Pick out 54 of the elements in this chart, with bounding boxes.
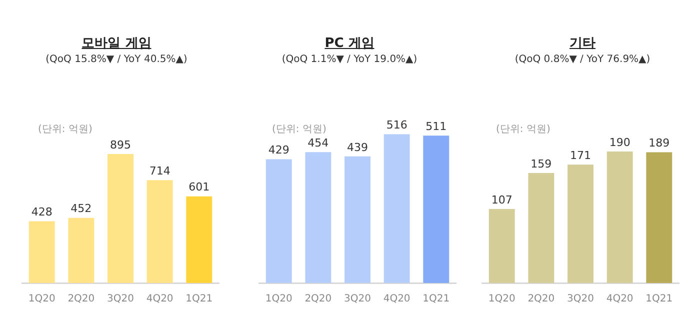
data-label: 429	[268, 144, 290, 157]
bar	[488, 208, 515, 283]
text: (단위: 억원)	[496, 123, 550, 136]
x-tick-label: 1Q20	[28, 294, 56, 305]
bar	[68, 218, 94, 283]
x-tick-label: 2Q20	[68, 294, 95, 305]
x-tick-label: 1Q21	[422, 294, 450, 305]
data-label: 714	[149, 164, 170, 178]
data-label: 190	[609, 136, 630, 149]
bar	[186, 196, 212, 283]
bar	[568, 164, 594, 283]
x-tick-label: 1Q21	[646, 294, 673, 305]
bar	[266, 159, 292, 283]
annotation: (단위: 억원)	[272, 123, 326, 136]
x-tick-label: 1Q21	[186, 294, 213, 305]
data-label: 189	[648, 136, 670, 150]
bar	[146, 180, 173, 283]
chart-title: PC 게임	[324, 35, 376, 52]
data-label: 107	[491, 193, 512, 206]
data-label: 454	[308, 136, 329, 150]
bar	[28, 221, 55, 283]
data-label: 452	[70, 202, 92, 216]
bar	[108, 154, 134, 283]
data-label: 159	[530, 157, 552, 170]
data-label: 171	[570, 149, 591, 162]
x-tick-label: 4Q20	[383, 294, 410, 305]
x-tick-label: 4Q20	[146, 294, 174, 305]
text: (단위: 억원)	[38, 123, 92, 136]
x-tick-label: 3Q20	[567, 294, 594, 305]
data-label: 511	[426, 120, 447, 134]
data-label: 601	[188, 180, 210, 194]
chart-subtitle: (QoQ 15.8%▼ / YoY 40.5%▲)	[44, 54, 188, 65]
bar	[646, 152, 672, 283]
x-tick-label: 4Q20	[606, 294, 634, 305]
bar	[528, 172, 554, 283]
x-tick-label: 1Q20	[488, 294, 516, 305]
chart-title: 모바일 게임	[80, 35, 152, 52]
bar	[606, 152, 633, 283]
x-tick-label: 1Q20	[265, 294, 292, 305]
bar	[423, 136, 450, 283]
data-label: 516	[386, 118, 408, 132]
x-tick-label: 3Q20	[344, 294, 371, 305]
bar	[384, 134, 410, 283]
x-tick-label: 2Q20	[304, 294, 332, 305]
data-label: 439	[347, 140, 368, 154]
bar	[305, 152, 332, 283]
chart-title: 기타	[568, 35, 596, 52]
data-label: 895	[110, 138, 131, 152]
chart-subtitle: (QoQ 1.1%▼ / YoY 19.0%▲)	[280, 54, 418, 65]
data-label: 428	[31, 206, 52, 219]
chart-subtitle: (QoQ 0.8%▼ / YoY 76.9%▲)	[514, 54, 652, 65]
x-tick-label: 3Q20	[107, 294, 134, 305]
bar	[344, 156, 370, 283]
x-tick-label: 2Q20	[528, 294, 555, 305]
